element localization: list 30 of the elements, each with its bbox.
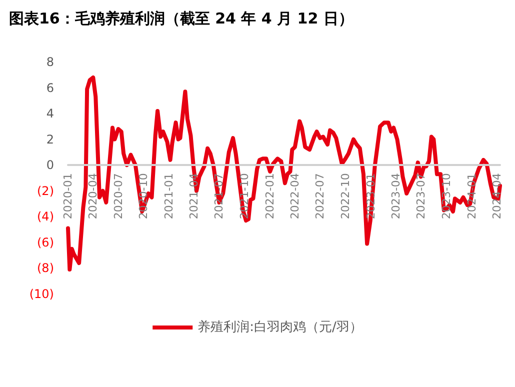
x-tick-label: 2021-07 [212, 173, 226, 220]
x-tick-label: 2021-04 [188, 173, 201, 220]
x-tick-label: 2023-01 [364, 173, 378, 220]
x-tick-label: 2020-01 [62, 173, 74, 220]
y-tick-label: 0 [46, 158, 54, 172]
x-tick-label: 2022-01 [264, 173, 277, 220]
x-tick-label: 2020-07 [112, 173, 125, 220]
x-tick-label: 2020-10 [137, 173, 150, 220]
y-tick-label: (10) [29, 287, 54, 301]
x-tick-label: 2023-04 [389, 173, 402, 220]
x-tick-label: 2022-07 [314, 173, 327, 220]
x-tick-label: 2023-07 [414, 173, 428, 220]
x-tick-label: 2022-10 [338, 173, 352, 220]
y-tick-label: 2 [46, 132, 54, 146]
x-tick-label: 2023-10 [440, 173, 453, 220]
x-tick-label: 2021-01 [162, 173, 176, 220]
y-tick-label: 4 [46, 106, 54, 121]
y-tick-label: (8) [37, 261, 54, 276]
x-tick-label: 2020-04 [86, 173, 100, 220]
x-tick-label: 2024-04 [490, 173, 504, 220]
y-tick-label: 6 [46, 80, 54, 95]
x-tick-label: 2021-10 [238, 173, 252, 220]
chart-title: 图表16：毛鸡养殖利润（截至 24 年 4 月 12 日） [9, 10, 354, 28]
x-tick-label: 2022-04 [288, 173, 302, 220]
y-tick-label: (6) [37, 235, 54, 250]
x-tick-label: 2024-01 [465, 173, 478, 220]
y-tick-label: 8 [46, 55, 54, 69]
y-tick-label: (2) [37, 184, 54, 198]
legend-label: 养殖利润:白羽肉鸡（元/羽） [198, 319, 362, 335]
y-tick-label: (4) [37, 210, 54, 224]
